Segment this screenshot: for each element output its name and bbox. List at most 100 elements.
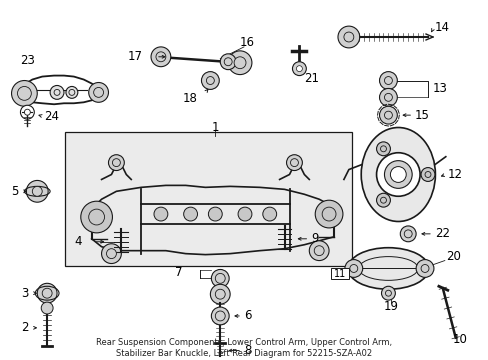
Circle shape — [379, 89, 397, 106]
Circle shape — [384, 161, 411, 188]
Circle shape — [376, 153, 419, 196]
Circle shape — [69, 89, 75, 95]
Circle shape — [32, 186, 42, 196]
Circle shape — [108, 155, 124, 171]
Circle shape — [379, 72, 397, 89]
Text: 9: 9 — [311, 232, 318, 245]
Text: 6: 6 — [244, 310, 251, 323]
Circle shape — [208, 207, 222, 221]
Circle shape — [94, 87, 103, 97]
Circle shape — [385, 290, 390, 296]
Text: 24: 24 — [44, 110, 59, 123]
Circle shape — [376, 193, 389, 207]
Circle shape — [54, 89, 60, 95]
Circle shape — [50, 85, 64, 99]
Circle shape — [211, 307, 229, 325]
Circle shape — [384, 111, 391, 119]
Circle shape — [154, 207, 167, 221]
Text: 7: 7 — [175, 266, 183, 279]
Circle shape — [210, 284, 230, 304]
Text: 3: 3 — [21, 287, 28, 300]
Circle shape — [234, 57, 245, 69]
Circle shape — [380, 197, 386, 203]
Circle shape — [102, 244, 121, 264]
Circle shape — [296, 66, 302, 72]
Circle shape — [224, 58, 232, 66]
Circle shape — [88, 209, 104, 225]
Circle shape — [376, 142, 389, 156]
Circle shape — [415, 260, 433, 277]
Circle shape — [106, 249, 116, 258]
Circle shape — [151, 47, 170, 67]
Circle shape — [37, 283, 57, 303]
Text: 2: 2 — [21, 321, 28, 334]
Circle shape — [12, 81, 37, 106]
Circle shape — [201, 72, 219, 89]
Circle shape — [389, 167, 406, 183]
Text: 15: 15 — [414, 109, 429, 122]
Text: 21: 21 — [304, 72, 319, 85]
Circle shape — [290, 159, 298, 167]
Text: 14: 14 — [434, 21, 449, 33]
Ellipse shape — [361, 127, 434, 221]
Text: 13: 13 — [432, 82, 447, 95]
Text: 1: 1 — [211, 121, 219, 134]
Text: 19: 19 — [383, 300, 398, 312]
Circle shape — [315, 200, 342, 228]
Circle shape — [384, 77, 391, 85]
Circle shape — [314, 246, 324, 256]
Circle shape — [228, 51, 251, 75]
Circle shape — [424, 171, 430, 177]
Circle shape — [286, 155, 302, 171]
Text: 17: 17 — [128, 50, 143, 63]
Circle shape — [220, 54, 236, 69]
Text: 20: 20 — [445, 250, 460, 263]
Text: 10: 10 — [452, 333, 467, 346]
Circle shape — [215, 289, 225, 299]
Circle shape — [420, 167, 434, 181]
Circle shape — [381, 286, 394, 300]
Circle shape — [183, 207, 197, 221]
Circle shape — [262, 207, 276, 221]
Circle shape — [400, 226, 415, 242]
Circle shape — [211, 270, 229, 287]
Circle shape — [112, 159, 120, 167]
Circle shape — [26, 180, 48, 202]
Circle shape — [404, 230, 411, 238]
Circle shape — [344, 260, 362, 277]
Ellipse shape — [347, 248, 428, 289]
Text: 4: 4 — [74, 235, 81, 248]
Text: 22: 22 — [434, 228, 449, 240]
Circle shape — [215, 273, 225, 283]
Bar — [65, 132, 351, 266]
Circle shape — [18, 86, 31, 100]
Circle shape — [42, 288, 52, 298]
Bar — [330, 269, 348, 279]
Circle shape — [215, 311, 225, 321]
Circle shape — [88, 82, 108, 102]
Circle shape — [156, 52, 165, 62]
Circle shape — [420, 265, 428, 273]
Circle shape — [206, 77, 214, 85]
Circle shape — [384, 93, 391, 101]
Text: 11: 11 — [333, 269, 346, 279]
Circle shape — [349, 265, 357, 273]
Circle shape — [238, 207, 251, 221]
Text: 5: 5 — [11, 185, 19, 198]
Circle shape — [41, 302, 53, 314]
Text: 23: 23 — [20, 54, 35, 67]
Text: 18: 18 — [182, 92, 197, 105]
Text: Rear Suspension Components, Lower Control Arm, Upper Control Arm,
Stabilizer Bar: Rear Suspension Components, Lower Contro… — [96, 338, 391, 357]
Text: 8: 8 — [244, 344, 251, 357]
Text: 16: 16 — [240, 36, 255, 49]
Circle shape — [309, 241, 328, 261]
Circle shape — [337, 26, 359, 48]
Circle shape — [380, 146, 386, 152]
Circle shape — [322, 207, 335, 221]
Circle shape — [379, 106, 397, 124]
Circle shape — [20, 105, 34, 119]
Circle shape — [343, 32, 353, 42]
Circle shape — [66, 86, 78, 98]
Circle shape — [81, 201, 112, 233]
Circle shape — [24, 109, 30, 115]
